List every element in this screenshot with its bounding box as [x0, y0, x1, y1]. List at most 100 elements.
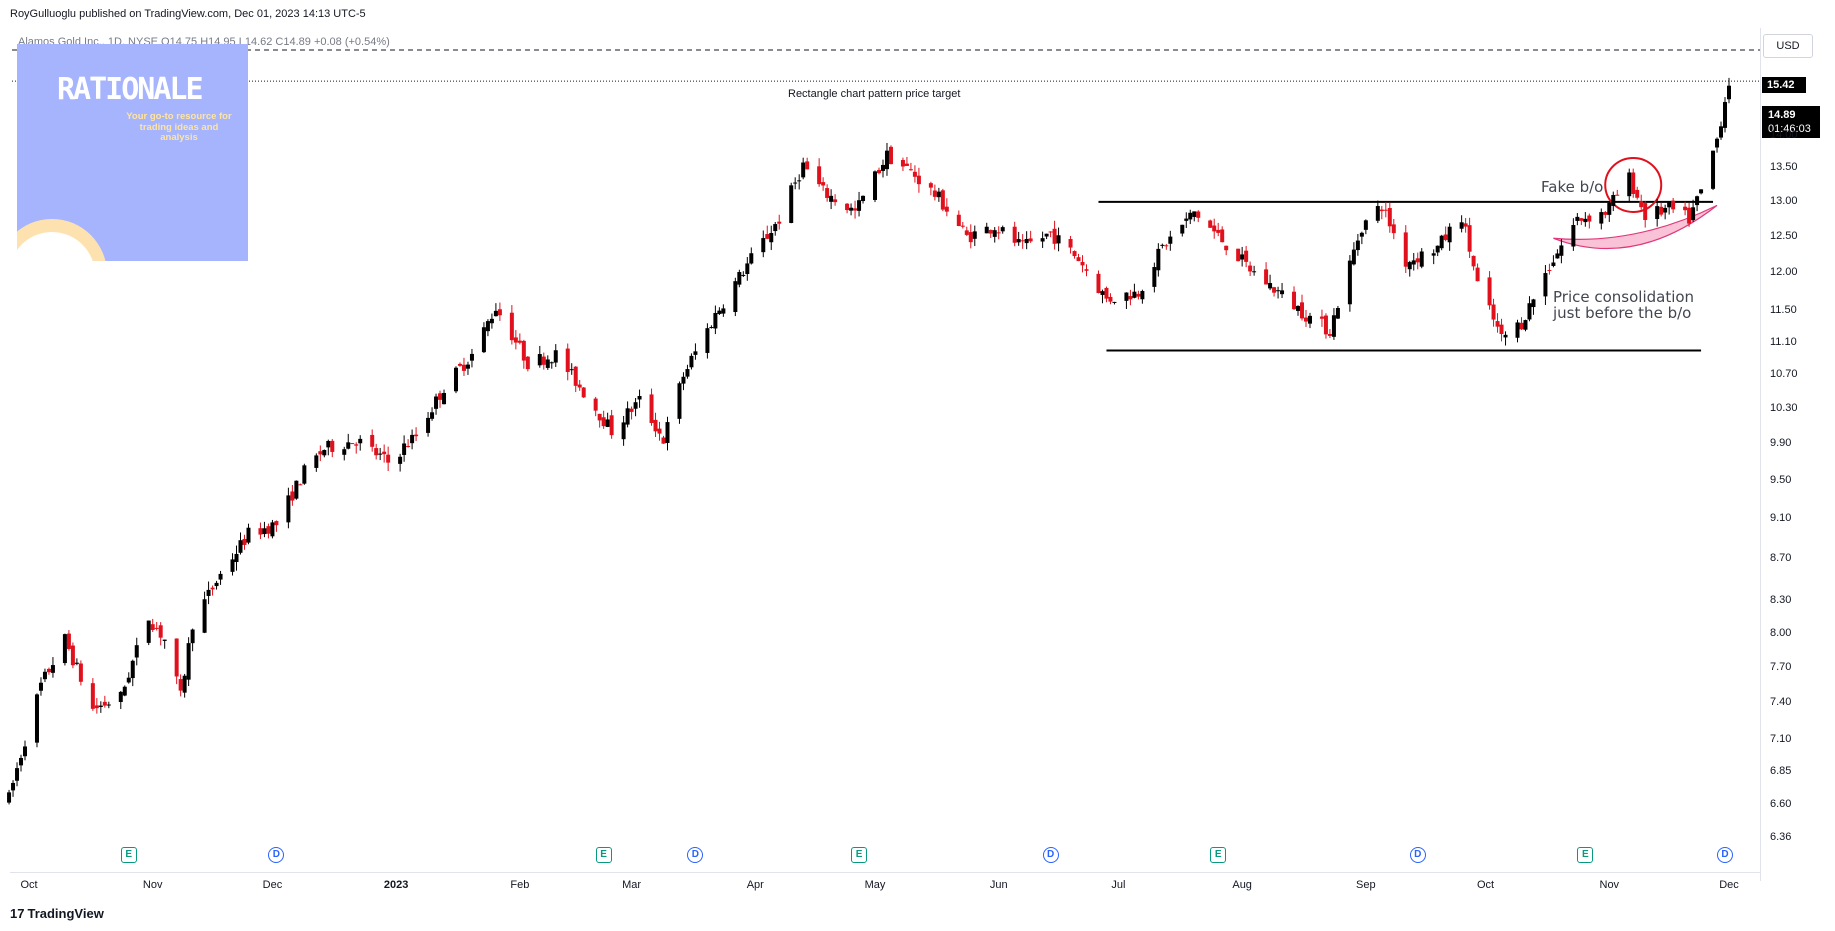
- candle-body: [453, 367, 458, 392]
- candle-body: [789, 185, 794, 223]
- price-tick-label: 7.10: [1770, 733, 1792, 746]
- time-tick-label: Nov: [142, 879, 163, 891]
- candle-body: [916, 175, 921, 185]
- candle-body: [402, 443, 407, 455]
- candle-body: [258, 528, 263, 535]
- dividend-marker-icon[interactable]: D: [687, 847, 704, 863]
- candle-body: [398, 456, 403, 464]
- consolidation-note-line1: Price consolidation: [1553, 288, 1695, 306]
- currency-selector[interactable]: USD: [1763, 34, 1813, 58]
- candle-body: [797, 180, 802, 182]
- candle-body: [1499, 324, 1504, 335]
- candle-body: [968, 232, 973, 243]
- candle-body: [1659, 206, 1664, 215]
- candle-body: [1224, 245, 1229, 251]
- publish-info: RoyGulluoglu published on TradingView.co…: [10, 8, 366, 20]
- candle-body: [158, 625, 163, 638]
- candle-body: [270, 522, 275, 537]
- candle-body: [370, 434, 375, 447]
- candle-body: [1272, 287, 1277, 293]
- candle-body: [609, 415, 614, 436]
- dividend-marker-icon[interactable]: D: [1042, 847, 1059, 863]
- candle-body: [1559, 245, 1564, 256]
- candle-body: [1132, 291, 1137, 298]
- candle-body: [1276, 290, 1281, 292]
- candle-body: [1579, 218, 1584, 221]
- candle-body: [274, 521, 279, 526]
- candle-body: [1264, 269, 1269, 285]
- price-tick-label: 11.50: [1770, 304, 1797, 316]
- candle-body: [972, 231, 977, 239]
- time-tick-label: Apr: [746, 879, 764, 891]
- candle-body: [992, 230, 997, 237]
- candle-body: [1607, 202, 1612, 215]
- dividend-marker-icon[interactable]: D: [1409, 847, 1426, 863]
- candle-body: [1699, 189, 1704, 194]
- rationale-logo: [17, 44, 248, 261]
- candle-body: [457, 363, 462, 366]
- candle-body: [1140, 291, 1145, 300]
- earnings-marker-icon[interactable]: E: [595, 847, 612, 863]
- candle-body: [326, 440, 331, 448]
- candle-body: [821, 182, 826, 186]
- candle-body: [709, 327, 714, 329]
- candle-body: [1168, 236, 1173, 244]
- candle-body: [833, 199, 838, 203]
- candle-body: [573, 366, 578, 386]
- candle-body: [880, 164, 885, 171]
- candle-body: [900, 159, 905, 167]
- candle-body: [262, 528, 267, 535]
- candle-body: [681, 376, 686, 384]
- earnings-marker-icon[interactable]: E: [120, 847, 137, 863]
- candle-body: [805, 161, 810, 170]
- candle-body: [1543, 273, 1548, 297]
- candle-body: [944, 206, 949, 212]
- candle-body: [42, 671, 47, 680]
- candle-body: [1503, 334, 1508, 338]
- dividend-marker-icon[interactable]: D: [1717, 847, 1733, 863]
- candle-body: [741, 274, 746, 276]
- candle-body: [1583, 218, 1588, 223]
- candle-body: [1335, 307, 1340, 319]
- candle-body: [434, 396, 439, 409]
- price-tick-label: 13.50: [1770, 161, 1798, 174]
- logo-title: RATIONALE: [57, 72, 204, 107]
- price-tick-label: 9.50: [1770, 473, 1792, 486]
- earnings-marker-icon[interactable]: E: [851, 847, 868, 863]
- candle-body: [1727, 85, 1731, 100]
- candle-body: [298, 484, 303, 486]
- price-tick-label: 10.30: [1770, 402, 1798, 415]
- price-target-tag: 15.42: [1762, 77, 1806, 93]
- candle-body: [1447, 226, 1452, 243]
- candle-body: [461, 364, 466, 371]
- candle-body: [713, 312, 718, 329]
- candle-body: [1124, 292, 1129, 301]
- candle-body: [849, 207, 854, 211]
- candle-body: [1375, 206, 1380, 221]
- candle-body: [386, 454, 391, 463]
- candle-body: [406, 445, 411, 447]
- candle-body: [1523, 320, 1528, 330]
- dividend-marker-icon[interactable]: D: [268, 847, 285, 863]
- candle-body: [242, 538, 247, 545]
- candle-body: [1383, 209, 1388, 211]
- earnings-marker-icon[interactable]: E: [1577, 847, 1594, 863]
- candle-body: [78, 663, 83, 682]
- candle-body: [378, 453, 383, 455]
- candle-body: [829, 195, 834, 202]
- candle-body: [1459, 222, 1464, 229]
- candle-body: [1351, 249, 1356, 265]
- candle-body: [154, 627, 159, 629]
- candle-body: [932, 190, 937, 197]
- candle-body: [1611, 195, 1616, 206]
- candle-body: [717, 310, 722, 314]
- candle-body: [38, 682, 43, 691]
- candle-body: [202, 599, 207, 633]
- candle-body: [23, 746, 28, 757]
- candle-body: [1072, 251, 1077, 257]
- candle-body: [1280, 290, 1285, 295]
- earnings-marker-icon[interactable]: E: [1210, 847, 1227, 863]
- candle-body: [178, 679, 183, 691]
